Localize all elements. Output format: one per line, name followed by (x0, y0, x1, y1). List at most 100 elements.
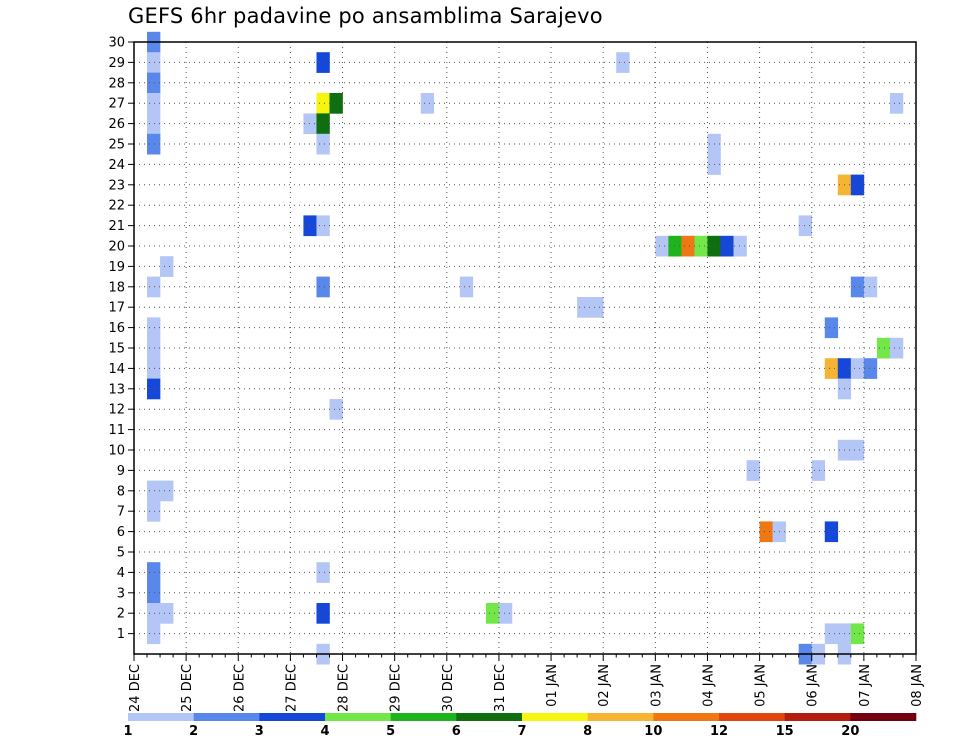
colorbar-label: 8 (583, 724, 592, 739)
heatmap-cell (160, 256, 174, 277)
y-tick-label: 7 (117, 505, 125, 520)
heatmap-cell (850, 358, 865, 379)
heatmap-cell (824, 623, 839, 645)
colorbar-label: 1 (123, 724, 132, 739)
heatmap-cell (798, 215, 813, 237)
heatmap-cell (316, 562, 330, 583)
heatmap-cell (824, 358, 839, 379)
y-tick-label: 11 (108, 423, 125, 438)
heatmap-cell (147, 378, 161, 400)
y-tick-label: 28 (108, 76, 125, 91)
heatmap-cell (147, 358, 161, 379)
chart-title: GEFS 6hr padavine po ansamblima Sarajevo (128, 4, 603, 28)
y-tick-label: 27 (108, 97, 125, 112)
colorbar-label: 12 (710, 724, 728, 739)
colorbar-label: 7 (517, 724, 526, 739)
heatmap-cell (863, 358, 878, 379)
y-tick-label: 20 (108, 240, 125, 255)
heatmap-cell (577, 297, 591, 318)
colorbar-label: 5 (386, 724, 395, 739)
heatmap-cell (824, 317, 839, 339)
colorbar-swatch (193, 713, 260, 721)
heatmap-cell (811, 460, 826, 481)
heatmap-cell (316, 52, 330, 73)
x-tick-label: 03 JAN (649, 664, 664, 707)
heatmap-cell (850, 439, 865, 461)
heatmap-cell (316, 133, 330, 155)
y-tick-label: 1 (117, 627, 125, 642)
y-tick-label: 5 (117, 546, 125, 561)
x-tick-label: 30 DEC (441, 664, 456, 712)
heatmap-cell (316, 603, 330, 624)
heatmap-cell (160, 603, 174, 624)
heatmap-cell (147, 337, 161, 359)
heatmap-cell (147, 317, 161, 339)
heatmap-cell (850, 623, 865, 645)
colorbar-swatch (850, 713, 917, 721)
colorbar-label: 15 (776, 724, 794, 739)
plot-frame (133, 41, 917, 655)
colorbar-swatch (653, 713, 720, 721)
heatmap-cell (485, 603, 500, 624)
heatmap-cell (316, 215, 330, 237)
heatmap-cell (681, 235, 695, 257)
y-tick-label: 10 (108, 444, 125, 459)
heatmap-cell (316, 276, 330, 298)
colorbar-label: 3 (255, 724, 264, 739)
colorbar-label: 2 (189, 724, 198, 739)
x-tick-label: 24 DEC (128, 664, 143, 712)
heatmap-cell (459, 276, 474, 298)
heatmap-cell (720, 235, 734, 257)
heatmap-cell (147, 501, 161, 522)
heatmap-cell (147, 133, 161, 155)
colorbar-swatch (390, 713, 457, 721)
heatmap-cell (147, 582, 161, 604)
heatmap-cell (147, 52, 161, 73)
colorbar-label: 10 (644, 724, 662, 739)
heatmap-cell (420, 93, 435, 114)
colorbar-label: 20 (841, 724, 859, 739)
heatmap-cell (147, 603, 161, 624)
heatmap-cell (694, 235, 708, 257)
heatmap-cell (147, 72, 161, 94)
heatmap-cell (316, 93, 330, 114)
heatmap-cell (147, 623, 161, 645)
y-tick-label: 12 (108, 403, 125, 418)
colorbar-swatch (325, 713, 391, 721)
y-tick-label: 16 (108, 321, 125, 336)
y-tick-label: 19 (108, 260, 125, 275)
y-tick-label: 21 (108, 219, 125, 234)
y-tick-label: 29 (108, 56, 125, 71)
heatmap-cell (147, 276, 161, 298)
heatmap-cell (863, 276, 878, 298)
y-tick-label: 9 (117, 464, 125, 479)
heatmap-cell (147, 93, 161, 114)
colorbar-label: 4 (320, 724, 329, 739)
colorbar-swatch (784, 713, 851, 721)
heatmap-cell (824, 521, 839, 543)
heatmap-cell (498, 603, 513, 624)
heatmap-cell (590, 297, 604, 318)
heatmap-cell (889, 93, 904, 114)
y-tick-label: 26 (108, 117, 125, 132)
y-tick-label: 23 (108, 178, 125, 193)
heatmap-cell (889, 337, 904, 359)
x-tick-label: 26 DEC (232, 664, 247, 712)
heatmap-cell (759, 521, 773, 543)
colorbar-swatch (128, 713, 194, 721)
colorbar-swatch (522, 713, 588, 721)
heatmap-cell (147, 480, 161, 502)
x-tick-label: 25 DEC (180, 664, 195, 712)
heatmap-cell (668, 235, 682, 257)
heatmap-cell (850, 276, 865, 298)
y-axis: 1234567891011121314151617181920212223242… (108, 36, 134, 642)
y-tick-label: 17 (108, 301, 125, 316)
x-tick-label: 08 JAN (910, 664, 925, 707)
colorbar-swatch (587, 713, 654, 721)
y-tick-label: 22 (108, 199, 125, 214)
colorbar-label: 6 (452, 724, 461, 739)
y-tick-label: 8 (117, 484, 125, 499)
heatmap-cell (316, 113, 330, 135)
x-tick-label: 04 JAN (701, 664, 716, 707)
heatmap-cell (329, 399, 343, 420)
